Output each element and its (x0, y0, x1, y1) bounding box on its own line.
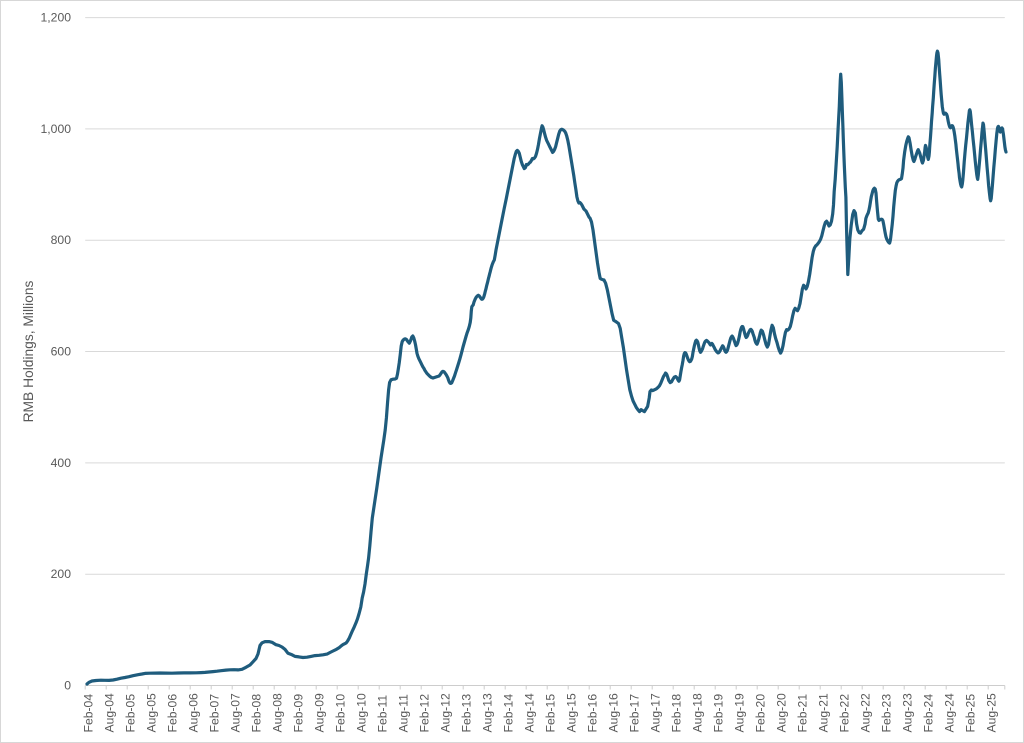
svg-text:Feb-13: Feb-13 (460, 694, 474, 733)
svg-text:Feb-05: Feb-05 (124, 694, 138, 733)
svg-text:Feb-06: Feb-06 (166, 694, 180, 733)
svg-text:Aug-21: Aug-21 (817, 693, 831, 733)
svg-text:Aug-25: Aug-25 (985, 693, 999, 733)
svg-text:Aug-05: Aug-05 (145, 693, 159, 733)
svg-text:Feb-09: Feb-09 (292, 694, 306, 733)
svg-text:Feb-18: Feb-18 (670, 694, 684, 733)
svg-text:Feb-08: Feb-08 (250, 694, 264, 733)
svg-text:Feb-20: Feb-20 (754, 694, 768, 733)
svg-text:800: 800 (51, 233, 72, 247)
svg-text:200: 200 (51, 567, 72, 581)
svg-text:Aug-20: Aug-20 (775, 693, 789, 733)
svg-text:Aug-17: Aug-17 (649, 693, 663, 733)
svg-text:Aug-23: Aug-23 (901, 693, 915, 733)
svg-text:Feb-21: Feb-21 (796, 694, 810, 733)
svg-text:400: 400 (51, 456, 72, 470)
svg-text:Feb-10: Feb-10 (334, 694, 348, 733)
svg-text:Aug-04: Aug-04 (103, 693, 117, 733)
svg-text:Aug-09: Aug-09 (313, 693, 327, 733)
svg-text:0: 0 (64, 679, 71, 693)
svg-text:Aug-10: Aug-10 (355, 693, 369, 733)
svg-text:Feb-15: Feb-15 (544, 694, 558, 733)
svg-text:Feb-17: Feb-17 (628, 694, 642, 733)
svg-text:Feb-25: Feb-25 (964, 694, 978, 733)
svg-text:Feb-12: Feb-12 (418, 694, 432, 733)
svg-text:Aug-12: Aug-12 (439, 693, 453, 733)
svg-text:Feb-16: Feb-16 (586, 694, 600, 733)
svg-text:Aug-06: Aug-06 (187, 693, 201, 733)
svg-text:Aug-08: Aug-08 (271, 693, 285, 733)
svg-text:Feb-04: Feb-04 (82, 694, 96, 733)
svg-text:Feb-22: Feb-22 (838, 694, 852, 733)
svg-text:Aug-14: Aug-14 (523, 693, 537, 733)
svg-text:Aug-18: Aug-18 (691, 693, 705, 733)
svg-text:Aug-19: Aug-19 (733, 693, 747, 733)
svg-text:Aug-15: Aug-15 (565, 693, 579, 733)
svg-text:Feb-11: Feb-11 (376, 695, 390, 733)
svg-text:600: 600 (51, 345, 72, 359)
svg-text:1,000: 1,000 (41, 122, 72, 136)
svg-text:Aug-22: Aug-22 (859, 693, 873, 733)
svg-text:Feb-19: Feb-19 (712, 694, 726, 733)
svg-text:Aug-13: Aug-13 (481, 693, 495, 733)
svg-text:Feb-24: Feb-24 (922, 694, 936, 733)
svg-text:Aug-16: Aug-16 (607, 693, 621, 733)
svg-text:Aug-24: Aug-24 (943, 693, 957, 733)
svg-text:Aug-11: Aug-11 (397, 694, 411, 733)
svg-text:Feb-14: Feb-14 (502, 694, 516, 733)
svg-text:Feb-07: Feb-07 (208, 694, 222, 733)
svg-text:Feb-23: Feb-23 (880, 694, 894, 733)
svg-text:1,200: 1,200 (41, 11, 72, 25)
svg-text:Aug-07: Aug-07 (229, 693, 243, 733)
svg-text:RMB Holdings, Millions: RMB Holdings, Millions (21, 280, 36, 422)
